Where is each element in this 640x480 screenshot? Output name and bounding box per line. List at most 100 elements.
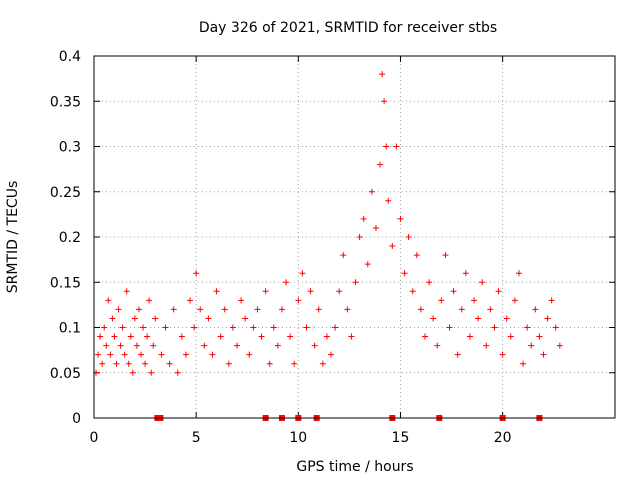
data-point: [348, 333, 355, 340]
data-point: [450, 288, 457, 295]
data-point: [191, 324, 198, 331]
data-point: [174, 369, 181, 376]
data-point: [328, 351, 335, 358]
data-point: [254, 306, 261, 313]
data-point: [201, 342, 208, 349]
y-axis: 0 0.05 0.1 0.15 0.2 0.25 0.3 0.35 0.4: [50, 49, 615, 427]
data-point: [142, 360, 149, 367]
data-point: [462, 270, 469, 277]
data-point: [105, 297, 112, 304]
data-point: [193, 270, 200, 277]
data-point: [209, 351, 216, 358]
data-point: [144, 333, 151, 340]
data-point: [503, 315, 510, 322]
data-point: [182, 351, 189, 358]
data-point: [135, 306, 142, 313]
data-point: [372, 224, 379, 231]
data-point: [466, 333, 473, 340]
data-point: [109, 315, 116, 322]
data-point: [323, 333, 330, 340]
y-tick-label: 0.2: [59, 230, 81, 246]
data-point: [229, 324, 236, 331]
data-point: [544, 315, 551, 322]
data-point: [213, 288, 220, 295]
data-point: [487, 306, 494, 313]
data-point: [121, 351, 128, 358]
data-point: [162, 324, 169, 331]
data-point: [270, 324, 277, 331]
data-point: [127, 333, 134, 340]
data-point: [97, 333, 104, 340]
data-point: [225, 360, 232, 367]
data-point: [475, 315, 482, 322]
x-tick-label: 0: [90, 430, 99, 446]
data-point: [117, 342, 124, 349]
data-point: [393, 143, 400, 150]
data-point: [258, 333, 265, 340]
data-point: [158, 351, 165, 358]
data-point: [499, 351, 506, 358]
chart-title: Day 326 of 2021, SRMTID for receiver stb…: [199, 20, 497, 36]
data-point: [287, 333, 294, 340]
data-point: [491, 324, 498, 331]
data-point: [133, 342, 140, 349]
data-point: [315, 306, 322, 313]
data-point: [129, 369, 136, 376]
data-point: [123, 288, 130, 295]
x-tick-label: 15: [392, 430, 410, 446]
data-point: [548, 297, 555, 304]
y-tick-label: 0.3: [59, 140, 81, 156]
data-point: [205, 315, 212, 322]
data-point: [438, 297, 445, 304]
data-point: [150, 342, 157, 349]
data-point: [295, 297, 302, 304]
data-point: [458, 306, 465, 313]
x-axis-label: GPS time / hours: [296, 459, 413, 475]
data-point: [385, 197, 392, 204]
data-point: [511, 297, 518, 304]
data-point: [405, 234, 412, 240]
data-point: [520, 360, 527, 367]
y-tick-label: 0.4: [59, 49, 81, 65]
data-point: [119, 324, 126, 331]
data-point: [332, 324, 339, 331]
data-point: [125, 360, 132, 367]
data-point: [187, 297, 194, 304]
data-point: [360, 215, 367, 222]
data-point: [356, 234, 363, 240]
data-point: [540, 351, 547, 358]
data-point: [99, 360, 106, 367]
data-point: [101, 324, 108, 331]
data-point: [430, 315, 437, 322]
x-tick-label: 10: [289, 430, 307, 446]
x-tick-label: 20: [494, 430, 512, 446]
data-point: [417, 306, 424, 313]
x-tick-label: 5: [192, 430, 201, 446]
data-point: [377, 161, 384, 168]
data-point: [137, 351, 144, 358]
data-point: [246, 351, 253, 358]
data-point: [197, 306, 204, 313]
data-point: [242, 315, 249, 322]
data-point: [311, 342, 318, 349]
y-tick-label: 0.35: [50, 94, 81, 110]
data-point: [446, 324, 453, 331]
data-point: [95, 351, 102, 358]
data-point: [266, 360, 273, 367]
data-point: [140, 324, 147, 331]
data-point: [152, 315, 159, 322]
data-point: [389, 243, 396, 250]
data-point: [483, 342, 490, 349]
data-point: [364, 261, 371, 268]
data-point: [291, 360, 298, 367]
data-point: [250, 324, 257, 331]
y-tick-label: 0.1: [59, 321, 81, 337]
data-point: [421, 333, 428, 340]
data-point: [528, 342, 535, 349]
x-axis: 0 5 10 15 20: [90, 56, 512, 446]
data-point: [507, 333, 514, 340]
data-point: [532, 306, 539, 313]
data-point: [495, 288, 502, 295]
data-point: [278, 306, 285, 313]
data-point: [442, 252, 449, 259]
